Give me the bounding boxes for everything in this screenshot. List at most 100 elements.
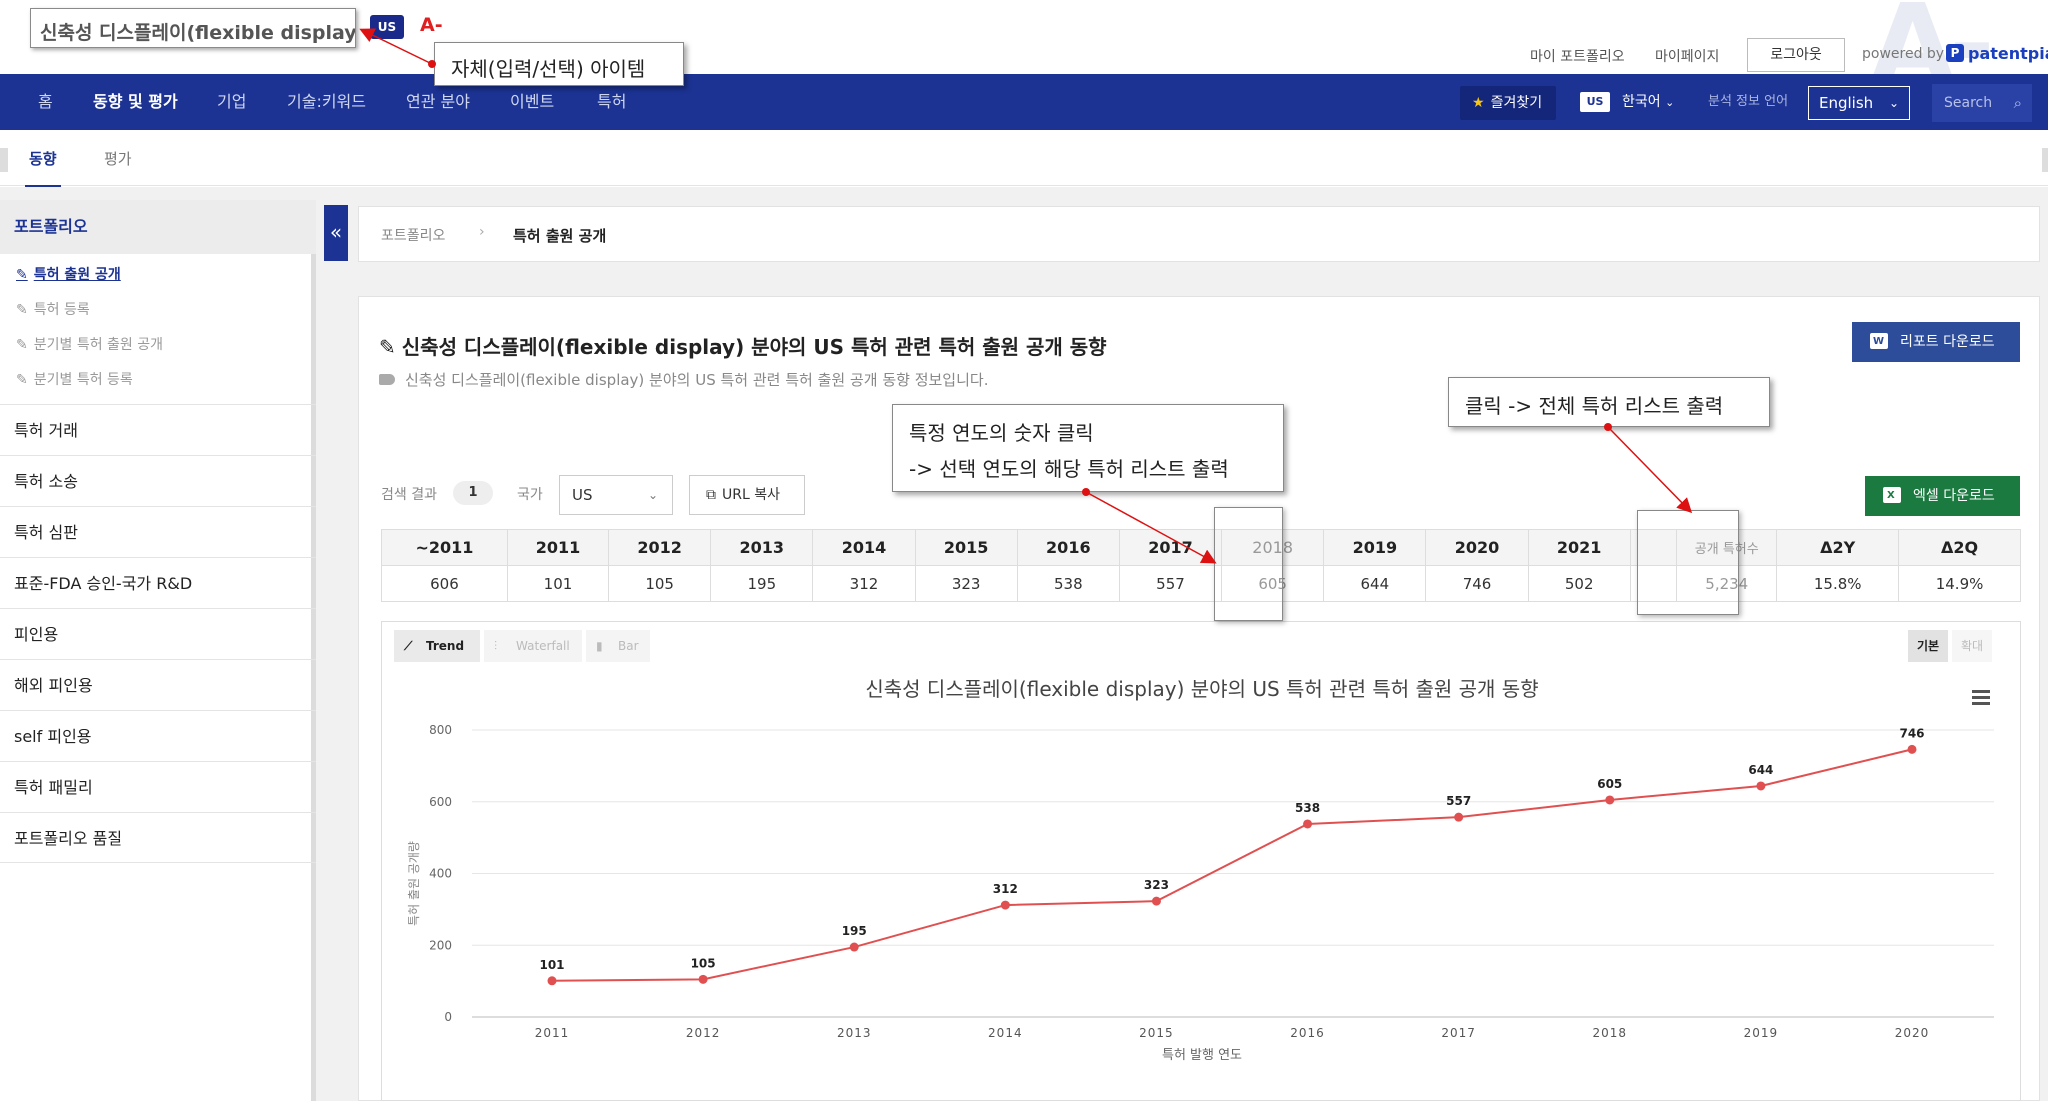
highlight-total xyxy=(1637,510,1739,615)
sidebar-item-citation[interactable]: 피인용 xyxy=(0,608,316,659)
sidebar-sub-registration[interactable]: ✎ 특허 등록 xyxy=(16,299,90,319)
favorite-button[interactable]: ★ 즐겨찾기 xyxy=(1460,86,1556,120)
my-portfolio-link[interactable]: 마이 포트폴리오 xyxy=(1530,49,1625,65)
annotation-year-click-line2: -> 선택 연도의 해당 특허 리스트 출력 xyxy=(909,457,1229,481)
sidebar-item-portfolio[interactable]: 포트폴리오 xyxy=(0,200,316,254)
nav-related-field[interactable]: 연관 분야 xyxy=(406,92,470,111)
year-count-cell[interactable]: 105 xyxy=(608,565,712,602)
app-title-box[interactable]: 신축성 디스플레이(flexible display) xyxy=(30,8,356,48)
sidebar-collapse-button[interactable]: « xyxy=(324,205,348,261)
chart-type-label: Trend xyxy=(426,639,465,653)
year-count-cell-2018[interactable]: 605 xyxy=(1221,565,1325,602)
table-header-cell: 2015 xyxy=(914,529,1018,566)
waterfall-icon: ⫶ xyxy=(494,639,498,653)
favorite-label: 즐겨찾기 xyxy=(1490,95,1543,111)
chevron-down-icon: ⌄ xyxy=(1665,96,1675,109)
table-header-row: ~2011 2011 2012 2013 2014 2015 2016 2017… xyxy=(381,529,2021,566)
year-count-cell[interactable]: 557 xyxy=(1118,565,1223,602)
x-axis-label: 특허 발행 연도 xyxy=(1162,1047,1242,1063)
year-count-cell[interactable]: 644 xyxy=(1323,565,1427,602)
data-label: 312 xyxy=(993,882,1018,896)
view-default-button[interactable]: 기본 xyxy=(1908,630,1948,662)
chart-type-waterfall[interactable]: ⫶ Waterfall xyxy=(484,630,582,662)
edit-icon: ✎ xyxy=(16,302,28,318)
search-input[interactable]: Search ⌕ xyxy=(1932,84,2032,122)
language-label: 한국어 xyxy=(1622,94,1661,110)
excel-download-button[interactable]: 엑셀 다운로드 xyxy=(1865,476,2020,516)
right-edge-handle xyxy=(2042,148,2048,172)
nav-company[interactable]: 기업 xyxy=(217,92,247,111)
sidebar-item-foreign-citation[interactable]: 해외 피인용 xyxy=(0,659,316,710)
hamburger-icon-bar xyxy=(1972,696,1990,699)
mypage-link[interactable]: 마이페이지 xyxy=(1655,49,1720,65)
table-header-cell: 2021 xyxy=(1527,529,1631,566)
y-tick-label: 200 xyxy=(429,938,452,952)
sidebar-sub-quarterly-publication[interactable]: ✎ 분기별 특허 출원 공개 xyxy=(16,334,163,354)
analysis-lang-select[interactable]: English ⌄ xyxy=(1808,86,1910,120)
nav-patent[interactable]: 특허 xyxy=(597,92,627,111)
view-zoom-button[interactable]: 확대 xyxy=(1952,630,1992,662)
country-select[interactable]: US ⌄ xyxy=(559,475,673,515)
year-count-cell[interactable]: 312 xyxy=(812,565,916,602)
breadcrumb: 포트폴리오 › 특허 출원 공개 xyxy=(358,206,2040,262)
nav-tech-keyword[interactable]: 기술:키워드 xyxy=(287,92,366,111)
chevron-down-icon: ⌄ xyxy=(1888,96,1899,110)
sidebar-sub-application-publication[interactable]: ✎ 특허 출원 공개 xyxy=(16,264,121,284)
chart-type-label: Waterfall xyxy=(516,639,570,653)
sidebar-item-standard-fda-rnd[interactable]: 표준-FDA 승인-국가 R&D xyxy=(0,557,316,608)
x-tick-label: 2016 xyxy=(1290,1026,1325,1040)
data-point xyxy=(1756,781,1766,791)
year-count-cell[interactable]: 538 xyxy=(1016,565,1120,602)
left-edge-handle xyxy=(0,148,8,172)
year-count-cell[interactable]: 606 xyxy=(381,565,508,602)
table-header-cell: 2014 xyxy=(812,529,916,566)
breadcrumb-parent[interactable]: 포트폴리오 xyxy=(381,228,446,244)
hamburger-icon-bar xyxy=(1972,702,1990,705)
table-header-cell: 2011 xyxy=(506,529,610,566)
sidebar-item-trial[interactable]: 특허 심판 xyxy=(0,506,316,557)
nav-event[interactable]: 이벤트 xyxy=(510,92,555,111)
sidebar-item-transaction[interactable]: 특허 거래 xyxy=(0,404,316,455)
chart-type-trend[interactable]: ⟋ Trend xyxy=(394,630,480,662)
word-icon xyxy=(1870,322,1888,362)
total-count-cell[interactable]: 5,234 xyxy=(1676,565,1778,602)
edit-icon: ✎ xyxy=(16,372,28,388)
year-count-cell[interactable]: 101 xyxy=(506,565,610,602)
search-icon[interactable]: ⌕ xyxy=(2013,94,2022,112)
search-result-count: 1 xyxy=(453,481,493,505)
sidebar-item-family[interactable]: 특허 패밀리 xyxy=(0,761,316,812)
year-count-cell[interactable]: 746 xyxy=(1425,565,1529,602)
table-header-cell: 2012 xyxy=(608,529,712,566)
x-tick-label: 2013 xyxy=(837,1026,872,1040)
y-tick-label: 800 xyxy=(429,723,452,737)
report-download-button[interactable]: 리포트 다운로드 xyxy=(1852,322,2020,362)
search-placeholder: Search xyxy=(1944,95,1993,111)
chart-title: 신축성 디스플레이(flexible display) 분야의 US 특허 관련… xyxy=(865,677,1538,701)
sidebar-item-litigation[interactable]: 특허 소송 xyxy=(0,455,316,506)
sidebar-item-self-citation[interactable]: self 피인용 xyxy=(0,710,316,761)
sidebar-item-quality[interactable]: 포트폴리오 품질 xyxy=(0,812,316,863)
year-count-cell[interactable]: 323 xyxy=(914,565,1018,602)
tab-trend[interactable]: 동향 xyxy=(25,150,61,188)
excel-download-label: 엑셀 다운로드 xyxy=(1913,488,1995,504)
year-count-cell[interactable]: 195 xyxy=(710,565,814,602)
top-bar: A- 신축성 디스플레이(flexible display) US A- 마이 … xyxy=(0,0,2048,108)
language-select[interactable]: 한국어 ⌄ xyxy=(1622,74,1674,130)
logout-button[interactable]: 로그아웃 xyxy=(1747,38,1845,72)
tab-evaluation[interactable]: 평가 xyxy=(104,150,132,168)
nav-home[interactable]: 홈 xyxy=(38,92,53,111)
country-label: 국가 xyxy=(517,487,543,503)
main-nav: 홈 동향 및 평가 기업 기술:키워드 연관 분야 이벤트 특허 ★ 즐겨찾기 U… xyxy=(0,74,2048,130)
sidebar-sub-quarterly-registration[interactable]: ✎ 분기별 특허 등록 xyxy=(16,369,133,389)
nav-trend-evaluation[interactable]: 동향 및 평가 xyxy=(93,92,178,111)
powered-by-text: powered by xyxy=(1862,46,1945,62)
year-count-cell[interactable]: 502 xyxy=(1527,565,1631,602)
patentpia-brand[interactable]: patentpia xyxy=(1968,44,2048,63)
annotation-self-item: 자체(입력/선택) 아이템 xyxy=(434,42,684,86)
url-copy-button[interactable]: ⧉ URL 복사 xyxy=(689,475,805,515)
series-line xyxy=(551,748,1913,982)
y-tick-label: 0 xyxy=(444,1010,452,1024)
copy-icon: ⧉ xyxy=(706,487,716,503)
chart-type-bar[interactable]: ▮ Bar xyxy=(586,630,650,662)
hamburger-icon[interactable] xyxy=(1972,690,1990,705)
